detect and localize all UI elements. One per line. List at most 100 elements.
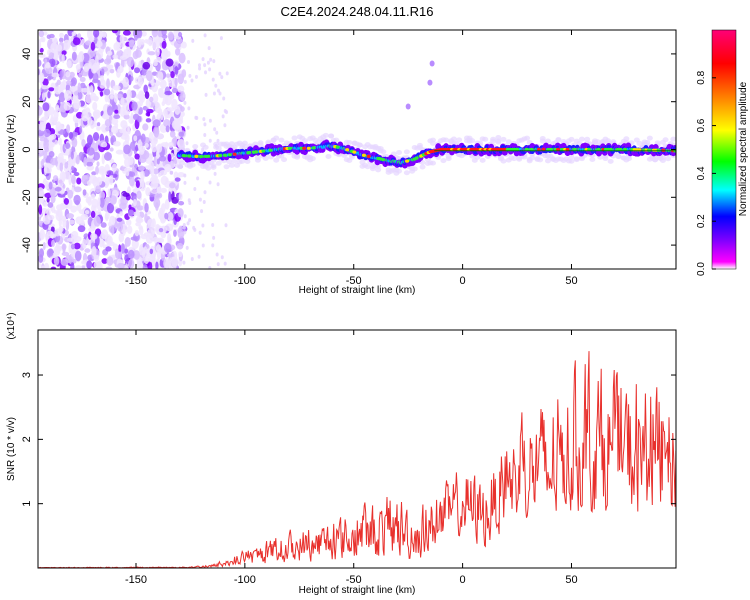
spectrogram-xtick-label: 50 bbox=[565, 275, 577, 287]
ridge-halo-mark bbox=[665, 156, 672, 162]
noise-mark bbox=[161, 40, 167, 49]
noise-mark bbox=[123, 144, 131, 155]
noise-mark bbox=[135, 222, 142, 227]
noise-mark bbox=[38, 53, 46, 58]
noise-mark bbox=[53, 209, 57, 214]
ridge-halo-mark bbox=[291, 135, 298, 141]
ridge-core-mark bbox=[206, 154, 211, 158]
noise-mark bbox=[136, 205, 144, 211]
ridge-core-mark bbox=[414, 156, 419, 160]
noise-mark bbox=[103, 58, 112, 65]
noise-mark bbox=[91, 246, 97, 257]
noise-mark bbox=[92, 101, 98, 111]
noise-mark bbox=[91, 171, 97, 176]
noise-mark bbox=[65, 71, 71, 78]
noise-mark bbox=[56, 204, 64, 211]
ridge-halo-mark bbox=[396, 149, 403, 155]
noise-mark bbox=[174, 105, 181, 115]
ridge-halo-mark bbox=[495, 135, 502, 141]
trace-mark bbox=[429, 60, 435, 67]
noise-mark bbox=[167, 77, 172, 84]
noise-mark bbox=[97, 197, 101, 207]
noise-mark bbox=[142, 61, 151, 70]
noise-mark bbox=[167, 141, 174, 148]
noise-mark bbox=[138, 145, 146, 153]
noise-mark bbox=[216, 88, 220, 93]
noise-mark bbox=[142, 123, 149, 131]
noise-mark bbox=[68, 131, 74, 140]
noise-mark bbox=[50, 157, 58, 166]
noise-mark bbox=[139, 98, 144, 107]
noise-mark bbox=[159, 170, 168, 176]
noise-mark bbox=[58, 137, 62, 146]
noise-mark bbox=[74, 90, 79, 96]
spectrogram-ytick-label: -20 bbox=[21, 189, 33, 205]
noise-mark bbox=[58, 37, 64, 43]
spectrogram-xtick-label: -150 bbox=[125, 275, 147, 287]
ridge-halo-mark bbox=[524, 135, 531, 141]
noise-mark bbox=[198, 66, 202, 71]
noise-mark bbox=[90, 41, 96, 51]
noise-mark bbox=[136, 216, 143, 223]
noise-mark bbox=[124, 236, 131, 247]
ridge-halo-mark bbox=[179, 160, 186, 166]
noise-mark bbox=[160, 231, 167, 239]
ridge-halo-mark bbox=[231, 158, 238, 164]
noise-mark bbox=[38, 204, 43, 215]
noise-mark bbox=[107, 188, 111, 197]
noise-mark bbox=[92, 151, 101, 161]
noise-mark bbox=[138, 156, 147, 164]
noise-mark bbox=[223, 123, 227, 128]
noise-mark bbox=[51, 72, 60, 78]
ridge-halo-mark bbox=[529, 155, 536, 161]
ridge-halo-mark bbox=[644, 139, 651, 145]
ridge-halo-mark bbox=[605, 138, 612, 144]
ridge-halo-mark bbox=[205, 165, 212, 171]
noise-mark bbox=[177, 208, 184, 218]
ridge-halo-mark bbox=[179, 144, 186, 150]
noise-mark bbox=[66, 124, 71, 133]
noise-mark bbox=[105, 126, 110, 132]
ridge-halo-mark bbox=[615, 154, 622, 160]
noise-mark bbox=[111, 224, 115, 236]
noise-mark bbox=[70, 236, 77, 244]
noise-mark bbox=[119, 34, 125, 44]
noise-mark bbox=[48, 248, 54, 257]
noise-mark bbox=[122, 192, 130, 197]
noise-mark bbox=[81, 110, 89, 122]
noise-mark bbox=[73, 186, 82, 193]
noise-mark bbox=[104, 176, 110, 187]
ridge-halo-mark bbox=[189, 162, 196, 168]
noise-mark bbox=[80, 213, 89, 221]
ridge-halo-mark bbox=[445, 153, 452, 159]
noise-mark bbox=[190, 256, 194, 261]
noise-mark bbox=[38, 199, 42, 205]
noise-mark bbox=[126, 186, 131, 196]
noise-mark bbox=[187, 106, 191, 111]
spectrogram-xtick-label: 0 bbox=[460, 275, 466, 287]
noise-mark bbox=[96, 125, 102, 131]
noise-mark bbox=[59, 70, 63, 81]
ridge-core-mark bbox=[311, 146, 316, 150]
ridge-halo-mark bbox=[429, 140, 436, 146]
noise-mark bbox=[63, 171, 71, 180]
snr-xtick-label: -100 bbox=[234, 574, 256, 586]
noise-mark bbox=[183, 214, 187, 219]
ridge-core-mark bbox=[261, 149, 266, 153]
noise-mark bbox=[141, 70, 147, 76]
noise-mark bbox=[111, 163, 117, 173]
noise-mark bbox=[131, 101, 138, 111]
noise-mark bbox=[147, 36, 153, 47]
ridge-halo-mark bbox=[544, 158, 551, 164]
noise-mark bbox=[83, 156, 88, 167]
noise-mark bbox=[183, 173, 187, 178]
noise-mark bbox=[157, 144, 163, 153]
noise-mark bbox=[82, 238, 87, 249]
noise-mark bbox=[149, 96, 154, 103]
noise-mark bbox=[116, 217, 123, 222]
noise-mark bbox=[126, 56, 135, 68]
noise-mark bbox=[137, 76, 141, 83]
ridge-halo-mark bbox=[456, 137, 463, 143]
noise-mark bbox=[125, 170, 130, 177]
noise-mark bbox=[152, 119, 161, 128]
